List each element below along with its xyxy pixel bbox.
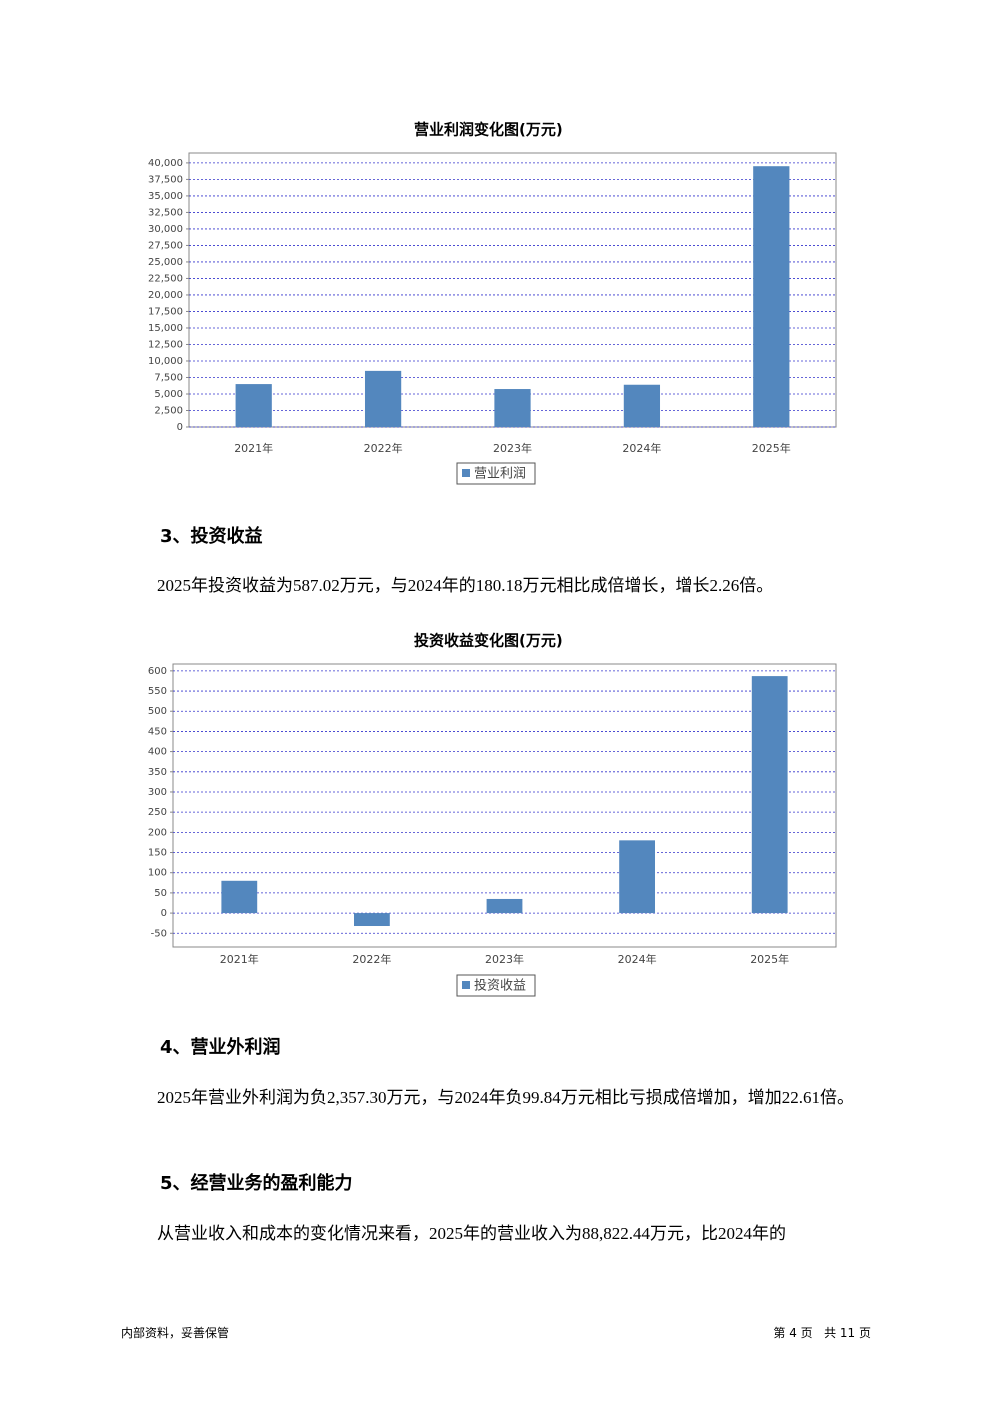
y-tick-label: 2,500	[154, 405, 183, 416]
y-tick-label: 600	[148, 666, 167, 677]
y-tick-label: 0	[161, 908, 167, 919]
legend-swatch	[462, 981, 470, 989]
y-tick-label: 17,500	[148, 306, 183, 317]
legend-swatch	[462, 469, 470, 477]
bar	[753, 166, 790, 427]
footer-right: 第 4 页 共 11 页	[773, 1326, 871, 1340]
bar	[619, 840, 656, 914]
paragraph: 从营业收入和成本的变化情况来看，2025年的营业收入为88,822.44万元，比…	[157, 1224, 786, 1243]
y-tick-label: 32,500	[148, 207, 183, 218]
x-tick-label: 2024年	[622, 441, 661, 455]
y-tick-label: 550	[148, 686, 167, 697]
chart-title: 营业利润变化图(万元)	[414, 121, 563, 139]
legend-box	[456, 974, 536, 997]
x-tick-label: 2025年	[752, 441, 791, 455]
chart-title: 投资收益变化图(万元)	[414, 632, 563, 650]
y-tick-label: 5,000	[154, 389, 183, 400]
y-tick-label: 50	[154, 888, 167, 899]
x-tick-label: 2022年	[352, 952, 391, 966]
y-tick-label: 15,000	[148, 323, 183, 334]
y-tick-label: 10,000	[148, 356, 183, 367]
y-tick-label: 7,500	[154, 372, 183, 383]
y-tick-label: 150	[148, 848, 167, 859]
y-tick-label: 37,500	[148, 174, 183, 185]
y-tick-label: 40,000	[148, 158, 183, 169]
y-tick-label: 22,500	[148, 273, 183, 284]
bar	[353, 913, 390, 927]
footer-left: 内部资料，妥善保管	[121, 1326, 230, 1340]
y-tick-label: 25,000	[148, 257, 183, 268]
y-tick-label: 30,000	[148, 224, 183, 235]
y-tick-label: 200	[148, 827, 167, 838]
heading: 4、营业外利润	[160, 1037, 281, 1058]
x-tick-label: 2023年	[493, 441, 532, 455]
x-tick-label: 2022年	[364, 441, 403, 455]
heading: 3、投资收益	[160, 526, 263, 547]
paragraph: 2025年营业外利润为负2,357.30万元，与2024年负99.84万元相比亏…	[157, 1088, 854, 1107]
y-tick-label: 35,000	[148, 191, 183, 202]
y-tick-label: 20,000	[148, 290, 183, 301]
y-tick-label: 0	[177, 422, 183, 433]
bar	[364, 370, 402, 427]
x-tick-label: 2021年	[234, 441, 273, 455]
x-tick-label: 2024年	[618, 952, 657, 966]
y-tick-label: 27,500	[148, 240, 183, 251]
legend-label: 投资收益	[474, 978, 526, 994]
bar	[494, 389, 531, 427]
bar	[486, 898, 523, 914]
legend-label: 营业利润	[474, 467, 526, 482]
x-tick-label: 2025年	[750, 952, 789, 966]
bar	[751, 676, 788, 914]
y-tick-label: 12,500	[148, 339, 183, 350]
bar	[235, 384, 272, 427]
x-tick-label: 2023年	[485, 952, 524, 966]
y-tick-label: 300	[148, 787, 167, 798]
y-tick-label: 500	[148, 706, 167, 717]
heading: 5、经营业务的盈利能力	[160, 1173, 353, 1194]
bar	[221, 880, 258, 914]
y-tick-label: 250	[148, 807, 167, 818]
legend-box	[456, 462, 536, 485]
y-tick-label: 450	[148, 726, 167, 737]
y-tick-label: -50	[151, 928, 167, 939]
bar	[623, 384, 661, 427]
y-tick-label: 100	[148, 868, 167, 879]
y-tick-label: 400	[148, 747, 167, 758]
x-tick-label: 2021年	[220, 952, 259, 966]
y-tick-label: 350	[148, 767, 167, 778]
plot-area	[188, 152, 837, 428]
paragraph: 2025年投资收益为587.02万元，与2024年的180.18万元相比成倍增长…	[157, 576, 774, 595]
